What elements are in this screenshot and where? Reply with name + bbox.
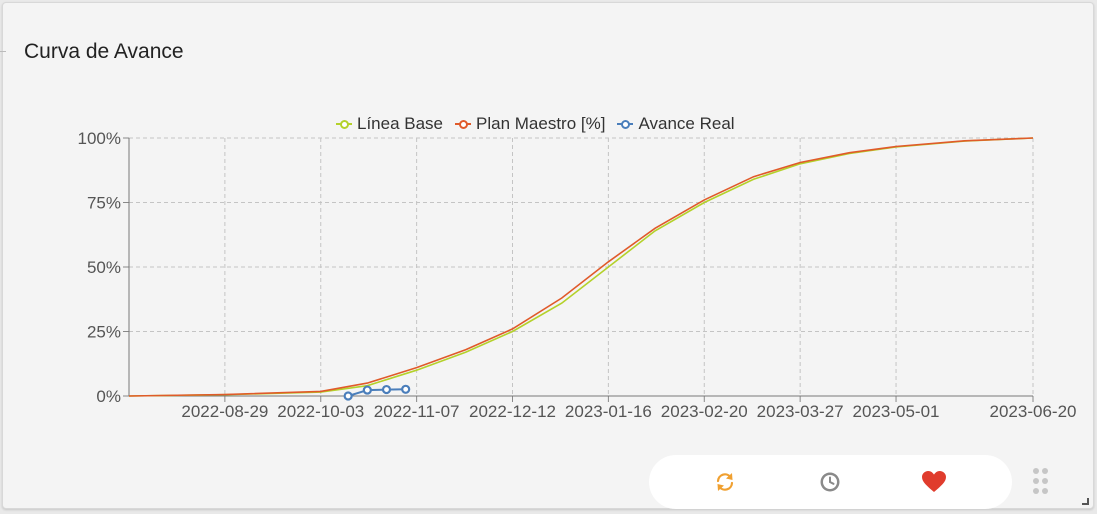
x-tick-label: 2023-01-16 xyxy=(565,402,652,421)
refresh-button[interactable] xyxy=(711,468,739,496)
refresh-icon xyxy=(716,473,734,491)
x-tick-label: 2022-08-29 xyxy=(181,402,268,421)
x-tick-label: 2022-10-03 xyxy=(277,402,364,421)
x-tick-label: 2023-05-01 xyxy=(853,402,940,421)
favorite-button[interactable] xyxy=(920,468,948,496)
legend-label: Plan Maestro [%] xyxy=(476,114,606,133)
y-tick-label: 25% xyxy=(87,323,121,342)
legend-swatch xyxy=(617,119,634,129)
data-point xyxy=(401,384,411,394)
widget-toolbar xyxy=(649,455,1012,509)
chart-tick-labels: 0% 25% 50% 75% 100% 2022-08-29 2022-10-03 2022-… xyxy=(78,129,1077,421)
legend-swatch xyxy=(455,119,472,129)
y-tick-label: 100% xyxy=(78,129,121,148)
resize-handle-icon[interactable] xyxy=(1082,498,1089,505)
chart-grid xyxy=(129,137,1034,396)
y-tick-label: 0% xyxy=(96,387,121,406)
legend-item[interactable]: Avance Real xyxy=(617,114,735,134)
series-line xyxy=(347,388,406,397)
chart-axes xyxy=(123,137,1034,402)
data-point xyxy=(343,391,353,401)
chart-series xyxy=(128,137,1034,401)
chart-legend: Línea Base Plan Maestro [%] Avance Real xyxy=(336,112,735,136)
data-point xyxy=(362,385,372,395)
drag-handle-icon[interactable] xyxy=(1033,468,1051,496)
legend-label: Línea Base xyxy=(357,114,444,133)
panel-edge-marker xyxy=(0,51,6,52)
widget-title: Curva de Avance xyxy=(24,40,184,63)
y-tick-label: 75% xyxy=(87,194,121,213)
x-tick-label: 2022-12-12 xyxy=(469,402,556,421)
x-tick-label: 2023-03-27 xyxy=(757,402,844,421)
x-tick-label: 2022-11-07 xyxy=(374,402,460,421)
clock-icon xyxy=(820,472,840,492)
legend-item[interactable]: Línea Base xyxy=(336,114,443,134)
legend-item[interactable]: Plan Maestro [%] xyxy=(455,114,605,134)
x-tick-label: 2023-06-20 xyxy=(990,402,1077,421)
heart-icon xyxy=(922,471,946,492)
legend-swatch xyxy=(336,119,352,129)
data-point xyxy=(381,384,392,395)
history-button[interactable] xyxy=(816,468,844,496)
y-tick-label: 50% xyxy=(87,258,121,277)
legend-label: Avance Real xyxy=(638,114,735,133)
series-line xyxy=(128,137,1034,397)
x-tick-label: 2023-02-20 xyxy=(661,402,748,421)
